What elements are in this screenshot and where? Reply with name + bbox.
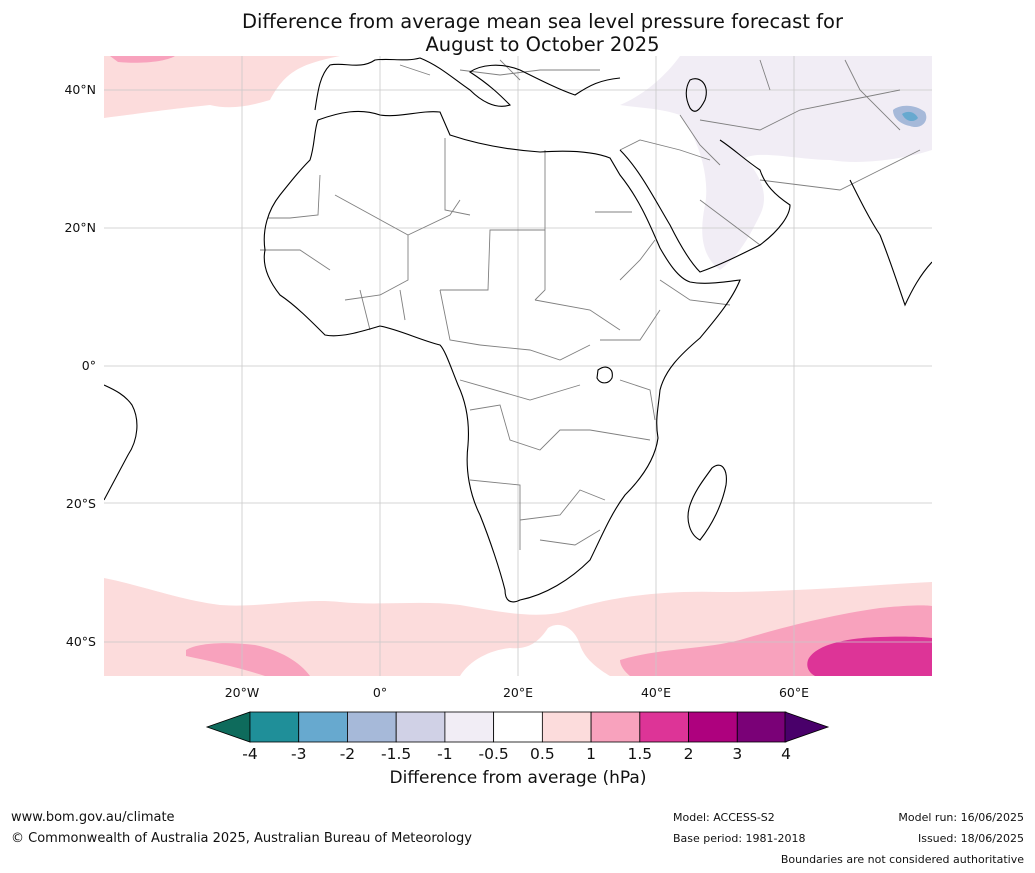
colorbar-cell	[541, 711, 592, 743]
colorbar-cell	[493, 711, 543, 743]
lake-victoria	[596, 366, 613, 384]
map-area	[104, 56, 932, 676]
gridlines	[104, 56, 932, 676]
lon-label-20e: 20°E	[502, 685, 534, 700]
colorbar	[205, 711, 830, 743]
anomaly-north-pink-strong	[110, 56, 175, 63]
anomaly-north-pink	[104, 56, 340, 118]
lat-label-20n: 20°N	[64, 220, 96, 235]
title-line-1: Difference from average mean sea level p…	[242, 10, 843, 33]
colorbar-cell	[736, 711, 787, 743]
colorbar-cell	[395, 711, 446, 743]
footer-base-period: Base period: 1981-2018	[673, 832, 806, 845]
colorbar-tick-label: 3	[732, 745, 743, 763]
lon-label-20w: 20°W	[224, 685, 260, 700]
colorbar-cell	[444, 711, 495, 743]
colorbar-tick-label: -0.5	[478, 745, 509, 763]
colorbar-cell	[688, 711, 738, 743]
south-america-coastline	[104, 384, 138, 501]
madagascar-coastline	[687, 464, 727, 541]
colorbar-tick-label: 1	[586, 745, 597, 763]
caspian-coastline	[685, 78, 707, 112]
colorbar-cells	[249, 711, 787, 743]
anomaly-asia-blue-core	[902, 111, 918, 122]
colorbar-cell	[590, 711, 641, 743]
colorbar-label: Difference from average (hPa)	[389, 768, 647, 788]
colorbar-cell	[639, 711, 689, 743]
colorbar-cell	[298, 711, 348, 743]
chart-title: Difference from average mean sea level p…	[0, 10, 1035, 56]
colorbar-extend-max	[784, 711, 830, 743]
india-coastline	[849, 179, 932, 307]
colorbar-tick-label: 4	[781, 745, 791, 763]
footer-issued: Issued: 18/06/2025	[917, 832, 1024, 845]
lat-label-40s: 40°S	[65, 634, 96, 649]
arabia-coastline	[619, 139, 791, 273]
colorbar-extend-min	[205, 711, 251, 743]
colorbar-tick-label: 2	[683, 745, 694, 763]
lat-label-20s: 20°S	[65, 496, 96, 511]
lon-label-40e: 40°E	[640, 685, 672, 700]
footer-model: Model: ACCESS-S2	[673, 811, 775, 824]
footer-copyright: © Commonwealth of Australia 2025, Austra…	[11, 831, 472, 846]
colorbar-tick-label: -4	[242, 745, 258, 763]
footer-model-run: Model run: 16/06/2025	[898, 811, 1024, 824]
anomaly-south-white-gap	[460, 624, 610, 676]
lon-label-0: 0°	[372, 685, 388, 700]
coastlines	[104, 57, 932, 603]
colorbar-cell	[249, 711, 300, 743]
colorbar-tick-label: 0.5	[530, 745, 555, 763]
footer-website[interactable]: www.bom.gov.au/climate	[11, 810, 175, 825]
colorbar-tick-label: 1.5	[627, 745, 653, 763]
title-line-2: August to October 2025	[425, 33, 660, 56]
colorbar-tick-label: -2	[339, 745, 356, 763]
lat-label-40n: 40°N	[64, 82, 96, 97]
footer-disclaimer: Boundaries are not considered authoritat…	[780, 853, 1024, 866]
colorbar-tick-label: -3	[290, 745, 307, 763]
colorbar-cell	[347, 711, 397, 743]
anomaly-south-magenta	[807, 636, 932, 676]
africa-coastline	[263, 110, 741, 603]
country-borders	[260, 59, 921, 550]
colorbar-tick-label: -1	[437, 745, 453, 763]
lon-label-60e: 60°E	[778, 685, 810, 700]
europe-coastline	[314, 57, 621, 111]
lat-label-0: 0°	[81, 358, 96, 373]
colorbar-tick-label: -1.5	[381, 745, 412, 763]
anomaly-south-pink-strong-west	[186, 643, 310, 676]
